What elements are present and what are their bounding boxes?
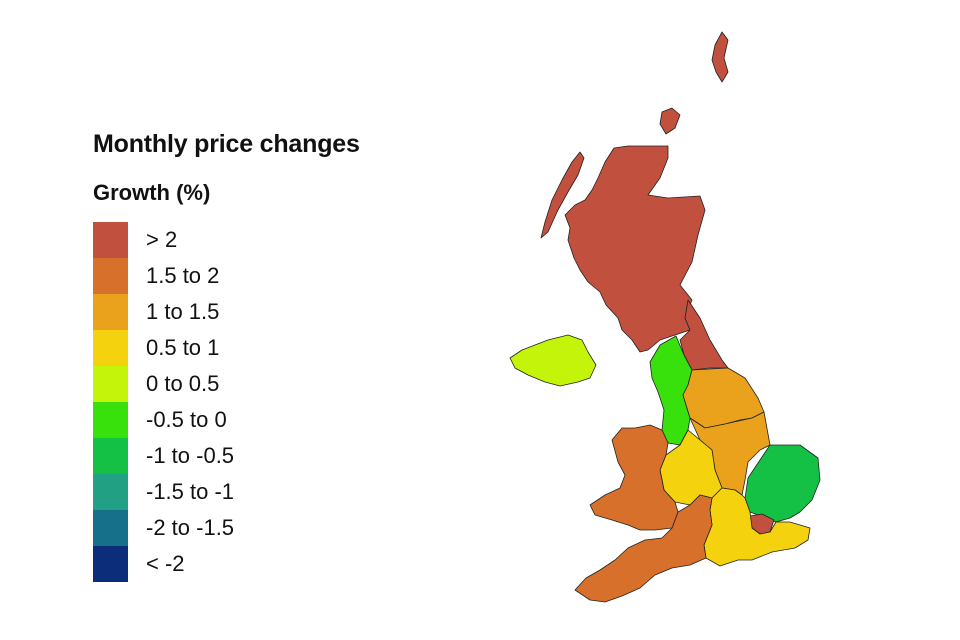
legend-swatch xyxy=(93,546,128,582)
legend-label: -0.5 to 0 xyxy=(146,407,227,432)
region-scotland-shetland xyxy=(711,31,729,83)
region-scotland xyxy=(564,145,706,353)
legend-item: -1.5 to -1 xyxy=(93,474,234,510)
legend-swatch xyxy=(93,294,128,330)
legend-item: -0.5 to 0 xyxy=(93,402,234,438)
legend-swatch xyxy=(93,222,128,258)
region-yorkshire xyxy=(682,367,765,429)
legend-swatch xyxy=(93,402,128,438)
legend-label: 0 to 0.5 xyxy=(146,371,220,396)
legend-item: > 2 xyxy=(93,222,234,258)
map-title: Monthly price changes xyxy=(93,130,360,158)
legend-swatch xyxy=(93,366,128,402)
legend-item: < -2 xyxy=(93,546,234,582)
legend-item: -2 to -1.5 xyxy=(93,510,234,546)
region-northern-ireland xyxy=(509,334,597,387)
legend-label: -1.5 to -1 xyxy=(146,479,235,504)
legend-item: 1 to 1.5 xyxy=(93,294,234,330)
legend: > 2 1.5 to 2 1 to 1.5 0.5 to 1 0 to 0.5 … xyxy=(93,222,234,582)
legend-swatch xyxy=(93,474,128,510)
legend-title: Growth (%) xyxy=(93,180,211,205)
legend-label: > 2 xyxy=(146,227,178,252)
legend-item: 0 to 0.5 xyxy=(93,366,234,402)
legend-label: -2 to -1.5 xyxy=(146,515,235,540)
legend-swatch xyxy=(93,330,128,366)
legend-item: -1 to -0.5 xyxy=(93,438,234,474)
legend-swatch xyxy=(93,510,128,546)
region-south-west xyxy=(574,494,713,603)
legend-item: 0.5 to 1 xyxy=(93,330,234,366)
legend-item: 1.5 to 2 xyxy=(93,258,234,294)
legend-label: -1 to -0.5 xyxy=(146,443,235,468)
legend-label: < -2 xyxy=(146,551,185,576)
region-north-east xyxy=(679,299,729,371)
legend-label: 1.5 to 2 xyxy=(146,263,220,288)
legend-label: 1 to 1.5 xyxy=(146,299,220,324)
region-east-of-england xyxy=(744,444,821,523)
region-wales xyxy=(589,424,679,531)
legend-label: 0.5 to 1 xyxy=(146,335,220,360)
region-scotland-hebrides xyxy=(540,151,585,239)
region-scotland-orkney xyxy=(659,107,681,135)
legend-swatch xyxy=(93,258,128,294)
legend-swatch xyxy=(93,438,128,474)
